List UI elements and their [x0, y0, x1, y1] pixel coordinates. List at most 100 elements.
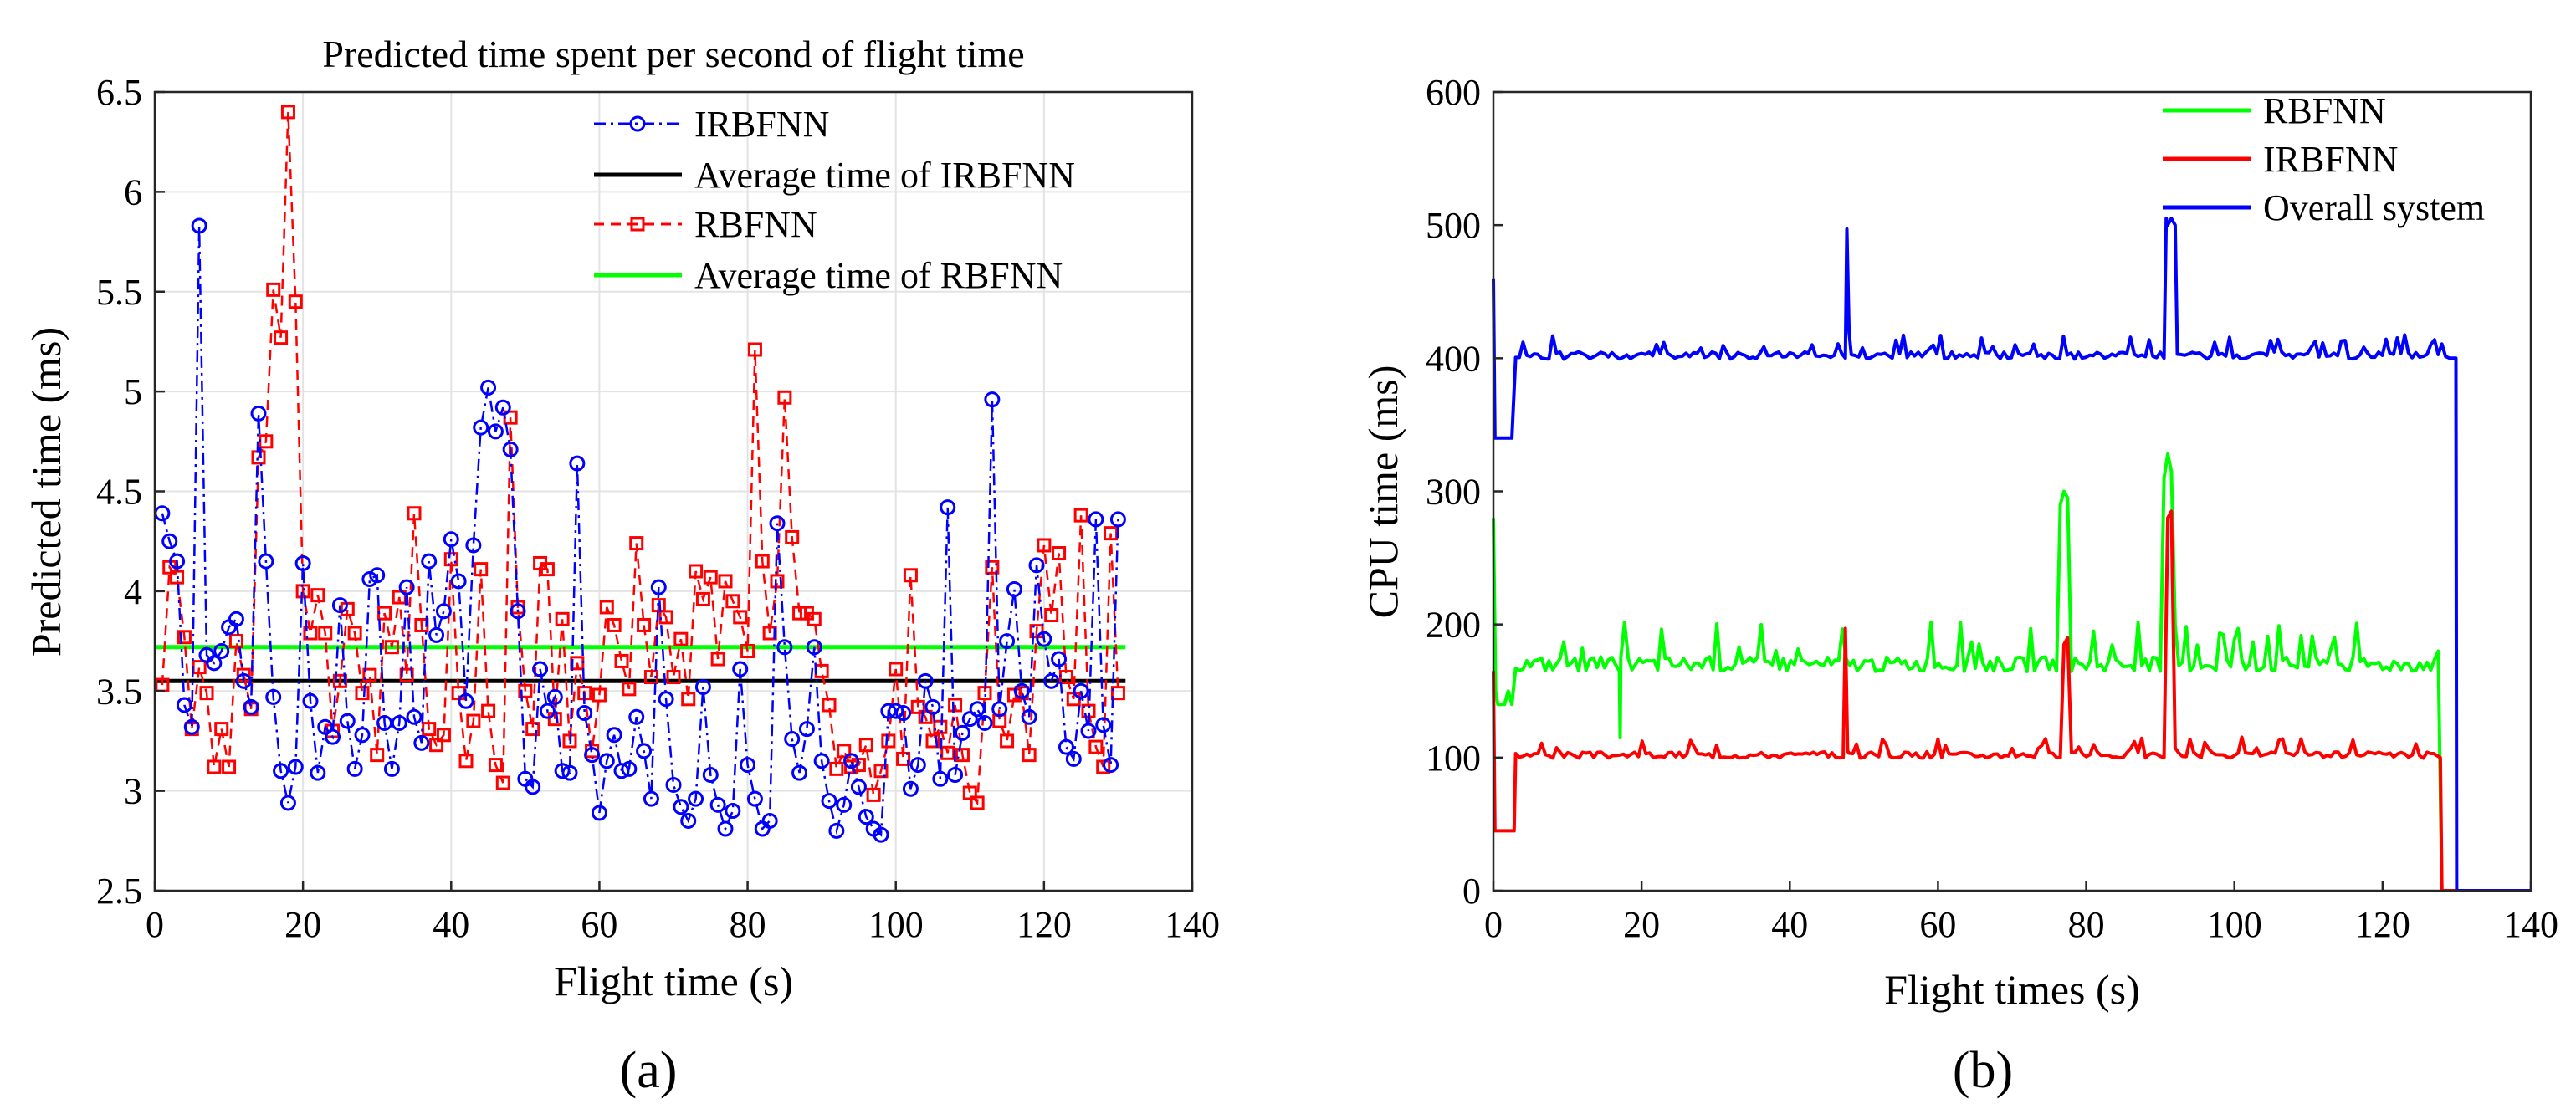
- panel-a-point-irbfnn-113: [984, 391, 1001, 408]
- panel-a-point-irbfnn-30: [369, 567, 386, 584]
- panel-a-point-irbfnn-116: [1006, 580, 1022, 597]
- panel-a-x-tick-label-0: 0: [146, 904, 164, 945]
- panel-a-point-irbfnn-71: [673, 799, 689, 815]
- panel-a-point-irbfnn-88: [798, 721, 815, 738]
- panel-a-point-irbfnn-19: [287, 759, 304, 775]
- legend-a-avg-irbfnn-label: Average time of IRBFNN: [694, 155, 1075, 196]
- panel-a-point-rbfnn-93: [837, 744, 852, 759]
- panel-a-point-rbfnn-23: [318, 626, 333, 641]
- panel-a-point-rbfnn-104: [918, 709, 933, 724]
- panel-a-point-irbfnn-100: [888, 703, 904, 719]
- panel-a-point-irbfnn-75: [702, 767, 719, 784]
- panel-a-point-irbfnn-74: [694, 678, 711, 695]
- panel-a-point-irbfnn-22: [310, 764, 326, 781]
- panel-a-point-rbfnn-74: [695, 591, 710, 606]
- panel-a-point-irbfnn-40: [443, 531, 459, 548]
- panel-a-x-tick-label-60: 60: [581, 904, 617, 945]
- panel-a-point-rbfnn-85: [777, 390, 792, 405]
- panel-a-point-irbfnn-99: [880, 703, 897, 719]
- panel-a-point-irbfnn-9: [213, 643, 230, 659]
- panel-a-point-irbfnn-122: [1051, 651, 1068, 667]
- panel-a-point-rbfnn-61: [599, 600, 614, 615]
- legend-b-overall-label: Overall system: [2263, 187, 2485, 228]
- panel-a-point-irbfnn-45: [480, 379, 497, 396]
- panel-a-point-irbfnn-46: [487, 423, 504, 440]
- panel-a-point-irbfnn-53: [539, 703, 556, 719]
- panel-a-point-rbfnn-75: [703, 570, 718, 585]
- panel-a-point-rbfnn-17: [274, 330, 289, 345]
- panel-a-point-irbfnn-32: [383, 760, 400, 777]
- panel-a-point-rbfnn-70: [666, 670, 681, 685]
- panel-b-ticks: 0 20 40 60 80 100 120 140 0 100 200 300 400 500 600: [1426, 72, 2558, 945]
- panel-a-point-irbfnn-69: [658, 691, 674, 708]
- panel-a-point-rbfnn-129: [1104, 526, 1119, 541]
- panel-a-point-irbfnn-43: [465, 537, 482, 554]
- legend-a-irbfnn-label: IRBFNN: [694, 104, 829, 145]
- panel-a-point-rbfnn-80: [740, 644, 755, 658]
- panel-a-point-rbfnn-99: [881, 733, 896, 749]
- panel-b-x-tick-label-40: 40: [1771, 904, 1808, 945]
- panel-a-point-irbfnn-62: [606, 727, 622, 744]
- panel-a-point-irbfnn-58: [576, 705, 593, 722]
- panel-a-y-tick-label-6.5: 6.5: [96, 72, 142, 113]
- panel-b-y-tick-label-600: 600: [1426, 72, 1481, 113]
- panel-b-series-line-irbfnn: [1492, 509, 2531, 892]
- panel-a-y-tick-label-4: 4: [124, 571, 142, 612]
- panel-a-point-irbfnn-130: [1109, 511, 1126, 528]
- panel-a-point-rbfnn-51: [525, 722, 540, 737]
- panel-a-y-tick-label-6: 6: [124, 171, 142, 212]
- panel-a-point-rbfnn-73: [689, 564, 704, 579]
- panel-a-point-rbfnn-118: [1022, 748, 1037, 763]
- panel-a-point-irbfnn-85: [776, 639, 793, 656]
- panel-a-point-irbfnn-17: [273, 763, 289, 779]
- panel-a-point-rbfnn-105: [925, 733, 940, 749]
- panel-a-point-rbfnn-87: [792, 606, 807, 621]
- panel-a-point-irbfnn-129: [1103, 757, 1119, 774]
- panel-a-point-irbfnn-123: [1058, 738, 1074, 755]
- legend-a-rbfnn-label: RBFNN: [694, 204, 817, 245]
- panel-a-point-rbfnn-9: [214, 722, 229, 737]
- panel-a-y-tick-label-3.5: 3.5: [96, 671, 142, 712]
- panel-a-point-rbfnn-39: [436, 728, 451, 743]
- panel-a-point-rbfnn-122: [1052, 546, 1067, 561]
- panel-a-point-rbfnn-47: [495, 775, 510, 790]
- panel-a-point-irbfnn-101: [895, 705, 912, 722]
- panel-a-point-rbfnn-106: [933, 719, 948, 734]
- panel-a-point-irbfnn-83: [761, 812, 778, 829]
- panel-a-point-rbfnn-8: [207, 759, 222, 774]
- panel-a-point-rbfnn-67: [643, 670, 658, 685]
- panel-a-point-rbfnn-40: [443, 552, 458, 567]
- panel-a-point-rbfnn-28: [355, 686, 370, 701]
- panel-a-point-irbfnn-91: [821, 793, 837, 810]
- panel-a-point-irbfnn-52: [532, 661, 549, 677]
- panel-a-point-irbfnn-33: [391, 714, 407, 731]
- panel-a-point-rbfnn-7: [199, 686, 214, 701]
- panel-a-point-rbfnn-125: [1073, 508, 1088, 523]
- panel-a-point-irbfnn-73: [688, 790, 704, 807]
- panel-b-y-tick-label-0: 0: [1462, 871, 1481, 912]
- panel-a-point-rbfnn-36: [414, 617, 429, 632]
- panel-a-point-irbfnn-104: [917, 672, 934, 689]
- panel-a-point-irbfnn-23: [317, 718, 334, 735]
- panel-a-title: Predicted time spent per second of fligh…: [322, 33, 1024, 75]
- panel-a-point-irbfnn-4: [176, 697, 192, 713]
- panel-a-point-irbfnn-31: [376, 714, 393, 731]
- panel-a-ticks: 0 20 40 60 80 100 120 140 2.5 3 3.5 4 4.5 5 5.5 6 6.5: [96, 72, 1220, 945]
- panel-a-point-rbfnn-108: [948, 698, 963, 713]
- panel-a-point-rbfnn-121: [1044, 608, 1059, 623]
- panel-a-point-rbfnn-21: [303, 626, 318, 641]
- panel-a-point-rbfnn-65: [629, 536, 644, 551]
- panel-a-point-rbfnn-127: [1088, 739, 1104, 754]
- panel-a-point-irbfnn-78: [725, 803, 741, 819]
- panel-a-point-irbfnn-21: [302, 692, 319, 709]
- panel-a-point-rbfnn-45: [481, 703, 496, 718]
- panel-a-point-rbfnn-66: [637, 617, 652, 632]
- panel-a-point-irbfnn-54: [546, 688, 563, 705]
- panel-a-point-rbfnn-82: [755, 554, 770, 569]
- panel-a-point-irbfnn-65: [628, 708, 645, 725]
- panel-a-point-rbfnn-60: [592, 687, 607, 703]
- panel-a-point-rbfnn-101: [896, 751, 911, 766]
- panel-a-point-rbfnn-84: [770, 574, 785, 589]
